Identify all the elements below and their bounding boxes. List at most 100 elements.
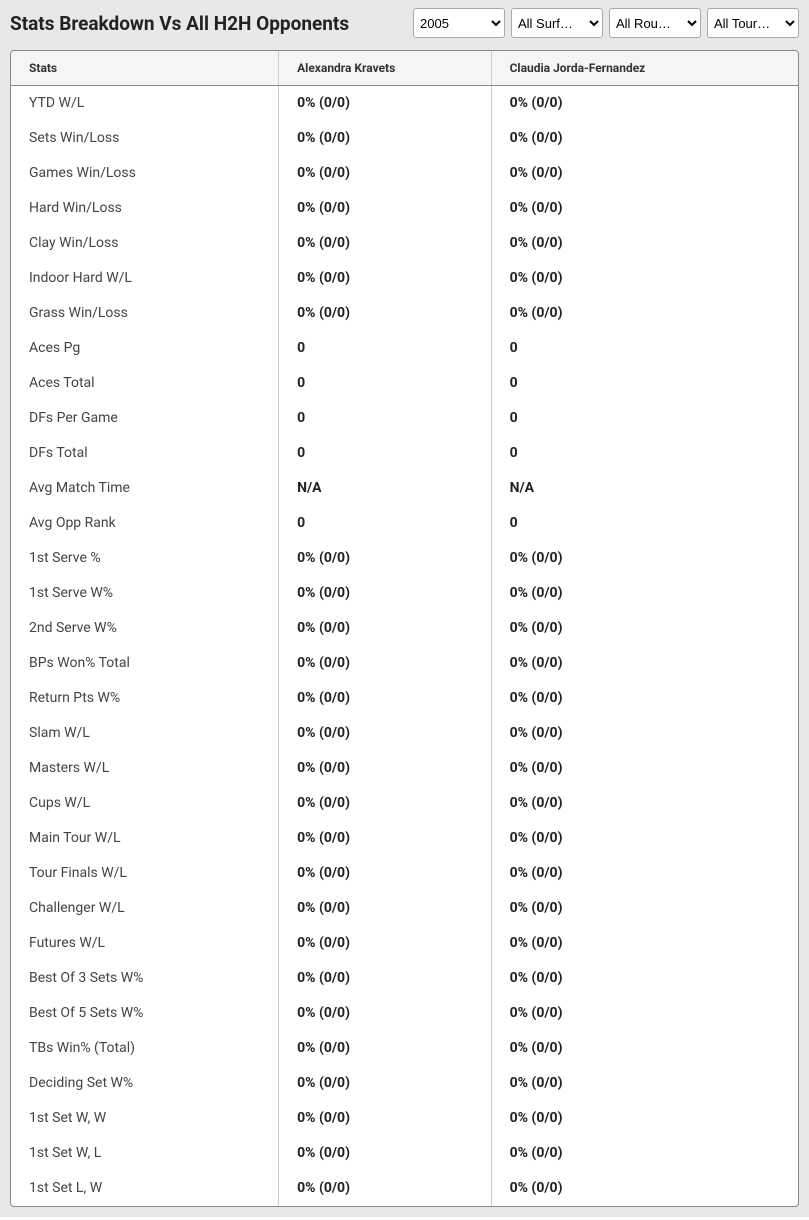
stats-table: Stats Alexandra Kravets Claudia Jorda-Fe… xyxy=(11,51,798,1206)
stat-label: Sets Win/Loss xyxy=(11,121,279,156)
player2-value: 0% (0/0) xyxy=(491,1171,798,1206)
player1-value: 0 xyxy=(279,401,491,436)
stat-label: Cups W/L xyxy=(11,786,279,821)
table-row: Main Tour W/L0% (0/0)0% (0/0) xyxy=(11,821,798,856)
surface-select[interactable]: All Surf… xyxy=(511,8,603,38)
stat-label: Best Of 3 Sets W% xyxy=(11,961,279,996)
table-row: Hard Win/Loss0% (0/0)0% (0/0) xyxy=(11,191,798,226)
player2-value: 0% (0/0) xyxy=(491,926,798,961)
table-row: TBs Win% (Total)0% (0/0)0% (0/0) xyxy=(11,1031,798,1066)
player1-value: 0% (0/0) xyxy=(279,86,491,121)
stat-label: 1st Set W, W xyxy=(11,1101,279,1136)
player2-value: 0% (0/0) xyxy=(491,1031,798,1066)
table-row: 2nd Serve W%0% (0/0)0% (0/0) xyxy=(11,611,798,646)
player1-value: 0% (0/0) xyxy=(279,1031,491,1066)
stat-label: Best Of 5 Sets W% xyxy=(11,996,279,1031)
filter-selects: 2005 All Surf… All Rou… All Tour… xyxy=(413,8,799,38)
table-row: 1st Set L, W0% (0/0)0% (0/0) xyxy=(11,1171,798,1206)
player2-value: 0 xyxy=(491,366,798,401)
player1-value: 0% (0/0) xyxy=(279,646,491,681)
stat-label: Return Pts W% xyxy=(11,681,279,716)
stat-label: Indoor Hard W/L xyxy=(11,261,279,296)
year-select[interactable]: 2005 xyxy=(413,8,505,38)
player1-value: 0% (0/0) xyxy=(279,751,491,786)
player2-value: 0% (0/0) xyxy=(491,891,798,926)
table-row: 1st Set W, W0% (0/0)0% (0/0) xyxy=(11,1101,798,1136)
stat-label: Slam W/L xyxy=(11,716,279,751)
player2-value: 0% (0/0) xyxy=(491,296,798,331)
table-row: Cups W/L0% (0/0)0% (0/0) xyxy=(11,786,798,821)
stat-label: Futures W/L xyxy=(11,926,279,961)
table-row: Avg Match TimeN/AN/A xyxy=(11,471,798,506)
player2-value: 0% (0/0) xyxy=(491,681,798,716)
player2-value: 0% (0/0) xyxy=(491,191,798,226)
player2-value: 0% (0/0) xyxy=(491,996,798,1031)
table-row: Challenger W/L0% (0/0)0% (0/0) xyxy=(11,891,798,926)
player1-value: 0% (0/0) xyxy=(279,1066,491,1101)
stat-label: Main Tour W/L xyxy=(11,821,279,856)
player2-value: 0% (0/0) xyxy=(491,1136,798,1171)
player2-value: 0% (0/0) xyxy=(491,856,798,891)
stat-label: Avg Match Time xyxy=(11,471,279,506)
header-bar: Stats Breakdown Vs All H2H Opponents 200… xyxy=(0,0,809,46)
table-row: Best Of 5 Sets W%0% (0/0)0% (0/0) xyxy=(11,996,798,1031)
player2-value: 0% (0/0) xyxy=(491,646,798,681)
stat-label: BPs Won% Total xyxy=(11,646,279,681)
col-player1: Alexandra Kravets xyxy=(279,51,491,86)
table-row: Futures W/L0% (0/0)0% (0/0) xyxy=(11,926,798,961)
table-row: Return Pts W%0% (0/0)0% (0/0) xyxy=(11,681,798,716)
tour-select[interactable]: All Tour… xyxy=(707,8,799,38)
table-header-row: Stats Alexandra Kravets Claudia Jorda-Fe… xyxy=(11,51,798,86)
col-stats: Stats xyxy=(11,51,279,86)
table-row: Deciding Set W%0% (0/0)0% (0/0) xyxy=(11,1066,798,1101)
player2-value: 0% (0/0) xyxy=(491,961,798,996)
stat-label: Aces Total xyxy=(11,366,279,401)
stat-label: Hard Win/Loss xyxy=(11,191,279,226)
player1-value: 0% (0/0) xyxy=(279,226,491,261)
player1-value: 0 xyxy=(279,506,491,541)
stat-label: YTD W/L xyxy=(11,86,279,121)
player1-value: 0% (0/0) xyxy=(279,1101,491,1136)
table-row: Clay Win/Loss0% (0/0)0% (0/0) xyxy=(11,226,798,261)
stat-label: Deciding Set W% xyxy=(11,1066,279,1101)
player1-value: 0% (0/0) xyxy=(279,996,491,1031)
player1-value: 0% (0/0) xyxy=(279,191,491,226)
stat-label: TBs Win% (Total) xyxy=(11,1031,279,1066)
player1-value: 0% (0/0) xyxy=(279,261,491,296)
player2-value: 0% (0/0) xyxy=(491,226,798,261)
stat-label: Masters W/L xyxy=(11,751,279,786)
table-row: Aces Total00 xyxy=(11,366,798,401)
player1-value: 0% (0/0) xyxy=(279,786,491,821)
table-row: 1st Set W, L0% (0/0)0% (0/0) xyxy=(11,1136,798,1171)
table-row: Best Of 3 Sets W%0% (0/0)0% (0/0) xyxy=(11,961,798,996)
player2-value: 0% (0/0) xyxy=(491,611,798,646)
stat-label: DFs Total xyxy=(11,436,279,471)
stat-label: Tour Finals W/L xyxy=(11,856,279,891)
col-player2: Claudia Jorda-Fernandez xyxy=(491,51,798,86)
table-inner: Stats Alexandra Kravets Claudia Jorda-Fe… xyxy=(10,50,799,1207)
player2-value: 0% (0/0) xyxy=(491,1101,798,1136)
player2-value: 0% (0/0) xyxy=(491,541,798,576)
player1-value: 0% (0/0) xyxy=(279,961,491,996)
table-row: Slam W/L0% (0/0)0% (0/0) xyxy=(11,716,798,751)
player2-value: 0 xyxy=(491,436,798,471)
stat-label: DFs Per Game xyxy=(11,401,279,436)
player2-value: 0% (0/0) xyxy=(491,86,798,121)
table-row: Avg Opp Rank00 xyxy=(11,506,798,541)
round-select[interactable]: All Rou… xyxy=(609,8,701,38)
player2-value: 0% (0/0) xyxy=(491,121,798,156)
table-row: Grass Win/Loss0% (0/0)0% (0/0) xyxy=(11,296,798,331)
stat-label: 1st Set L, W xyxy=(11,1171,279,1206)
stat-label: 1st Serve % xyxy=(11,541,279,576)
player1-value: 0% (0/0) xyxy=(279,1136,491,1171)
player2-value: 0 xyxy=(491,506,798,541)
player2-value: N/A xyxy=(491,471,798,506)
player1-value: 0% (0/0) xyxy=(279,296,491,331)
player1-value: 0% (0/0) xyxy=(279,156,491,191)
player2-value: 0% (0/0) xyxy=(491,821,798,856)
player1-value: 0% (0/0) xyxy=(279,821,491,856)
player2-value: 0% (0/0) xyxy=(491,751,798,786)
table-row: 1st Serve %0% (0/0)0% (0/0) xyxy=(11,541,798,576)
player1-value: 0% (0/0) xyxy=(279,1171,491,1206)
player1-value: 0% (0/0) xyxy=(279,856,491,891)
